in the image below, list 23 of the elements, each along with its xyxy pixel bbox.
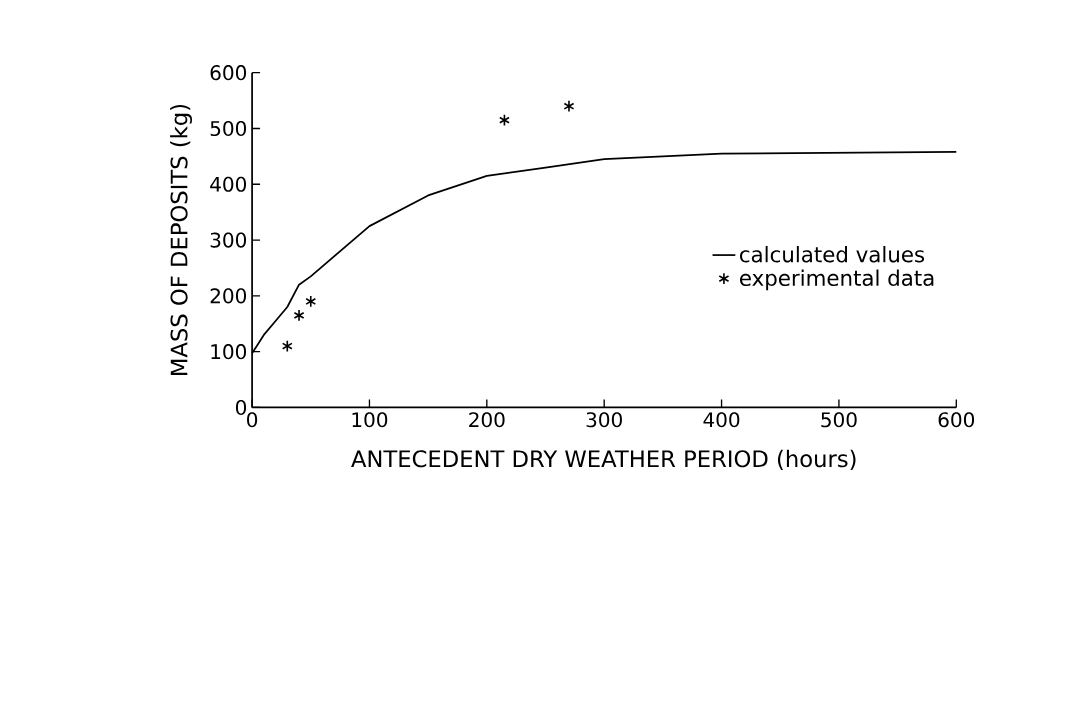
point (293, 309, 305, 322)
legend-label: experimental data (740, 269, 934, 291)
x-tick-label: 200 (469, 412, 505, 428)
legend-label: calculated values (740, 245, 925, 263)
point (305, 295, 317, 308)
y-tick-label: 500 (210, 120, 247, 136)
point (499, 113, 510, 127)
x-tick-label: 300 (586, 412, 622, 428)
y-tick-label: 600 (210, 65, 247, 81)
y-tick-label: 100 (211, 343, 247, 360)
y-tick-label: 300 (210, 232, 247, 248)
y-axis-title: MASS OF DEPOSITS (kg) (170, 104, 193, 375)
x-tick-label: 400 (703, 412, 740, 428)
x-tick-label: 100 (352, 412, 388, 428)
x-axis-title: ANTECEDENT DRY WEATHER PERIOD (hours) (351, 449, 856, 470)
y-tick-label: 200 (210, 288, 247, 304)
point (281, 339, 293, 353)
y-tick-label: 0 (235, 399, 247, 415)
x-tick-label: 600 (938, 412, 975, 428)
point (563, 99, 575, 113)
x-tick-label: 0 (247, 412, 258, 428)
y-tick-label: 400 (210, 176, 247, 192)
x-tick-label: 500 (821, 412, 857, 428)
